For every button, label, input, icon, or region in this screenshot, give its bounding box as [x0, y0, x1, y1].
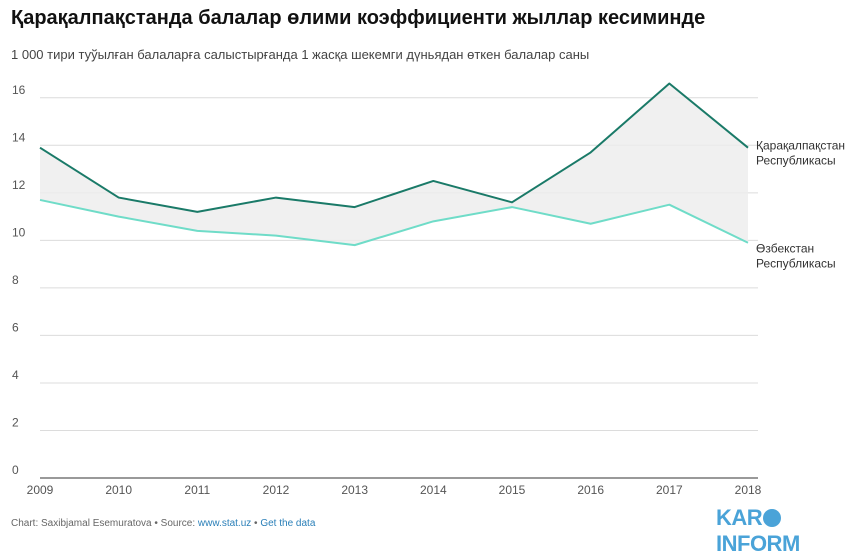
chart-subtitle: 1 000 тири туўылған балаларға салыстырға…	[11, 47, 590, 62]
x-tick-label: 2016	[577, 483, 604, 497]
footer-credit: Chart: Saxibjamal Esemuratova • Source:	[11, 518, 198, 529]
x-tick-label: 2012	[263, 483, 290, 497]
line-chart: 0 2 4 6 8 10 12 14 16 2009 2010 2011 2012 2013 2014 201…	[12, 82, 845, 497]
logo-text-kar: KAR	[716, 505, 763, 530]
chart-title: Қарақалпақстанда балалар өлими коэффицие…	[11, 7, 706, 29]
chart-footer: Chart: Saxibjamal Esemuratova • Source: …	[11, 518, 315, 529]
difference-band	[40, 83, 748, 246]
series-label: Өзбекстан	[756, 242, 814, 256]
footer-separator: •	[251, 518, 261, 529]
x-tick-label: 2014	[420, 483, 447, 497]
series-label: Республикасы	[756, 154, 836, 168]
x-tick-label: 2013	[341, 483, 368, 497]
y-tick-label: 12	[12, 178, 26, 192]
source-link[interactable]: www.stat.uz	[197, 518, 252, 529]
x-tick-label: 2015	[499, 483, 526, 497]
x-tick-label: 2011	[184, 483, 210, 497]
y-tick-label: 4	[12, 368, 19, 382]
y-tick-label: 0	[12, 463, 19, 477]
y-tick-label: 16	[12, 83, 26, 97]
series-line	[39, 82, 749, 213]
x-tick-label: 2010	[105, 483, 132, 497]
globe-icon	[763, 509, 782, 527]
y-tick-label: 10	[12, 225, 26, 239]
y-tick-label: 6	[12, 320, 19, 334]
series-label: Республикасы	[756, 257, 836, 271]
series-line	[39, 198, 749, 247]
karinform-logo: KARINFORM	[716, 505, 854, 557]
series-label: Қарақалпақстан	[756, 139, 845, 153]
y-tick-label: 8	[12, 273, 19, 287]
y-tick-label: 14	[12, 130, 26, 144]
x-tick-label: 2017	[656, 483, 683, 497]
x-tick-label: 2009	[27, 483, 54, 497]
y-tick-label: 2	[12, 415, 19, 429]
x-tick-label: 2018	[735, 483, 762, 497]
get-data-link[interactable]: Get the data	[260, 518, 316, 529]
